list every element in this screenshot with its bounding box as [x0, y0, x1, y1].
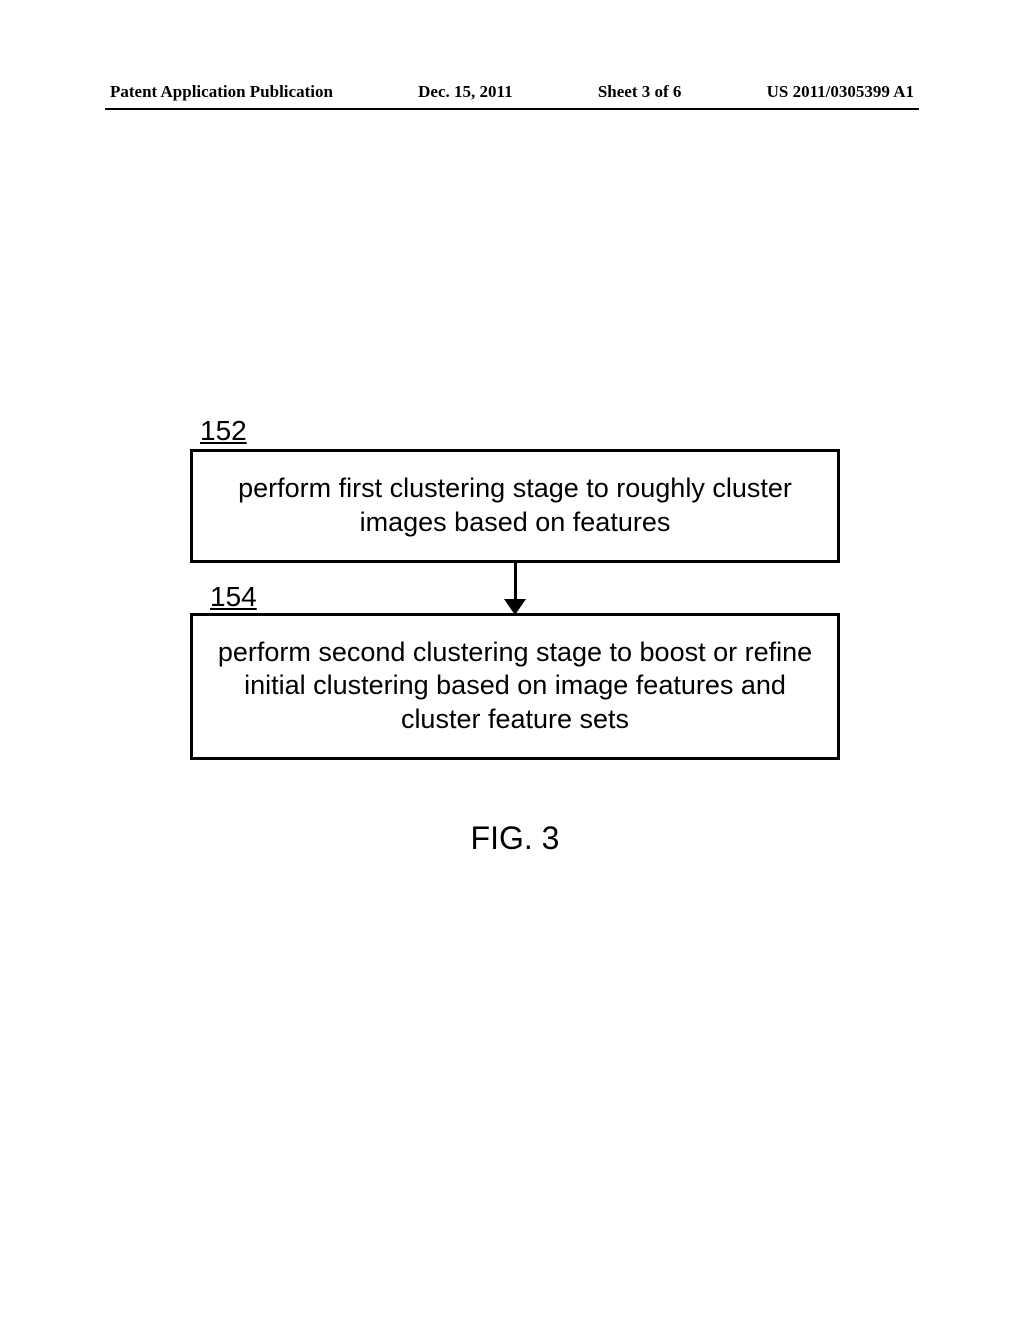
step-1-box: perform first clustering stage to roughl… [190, 449, 840, 563]
arrow-1 [190, 563, 840, 613]
header-sheet: Sheet 3 of 6 [598, 82, 682, 102]
arrow-head [504, 599, 526, 615]
step-2-box: perform second clustering stage to boost… [190, 613, 840, 760]
step-1-label: 152 [190, 415, 840, 447]
step-2: perform second clustering stage to boost… [190, 613, 840, 760]
step-1: 152 perform first clustering stage to ro… [190, 415, 840, 563]
page-header: Patent Application Publication Dec. 15, … [0, 82, 1024, 102]
header-divider [105, 108, 919, 110]
step-2-label: 154 [200, 581, 257, 613]
flowchart-diagram: 152 perform first clustering stage to ro… [190, 415, 840, 857]
header-date: Dec. 15, 2011 [418, 82, 512, 102]
arrow-line [514, 563, 517, 601]
header-id: US 2011/0305399 A1 [767, 82, 914, 102]
arrow-and-label-row: 154 [190, 563, 840, 613]
figure-label: FIG. 3 [190, 820, 840, 857]
header-publication: Patent Application Publication [110, 82, 333, 102]
